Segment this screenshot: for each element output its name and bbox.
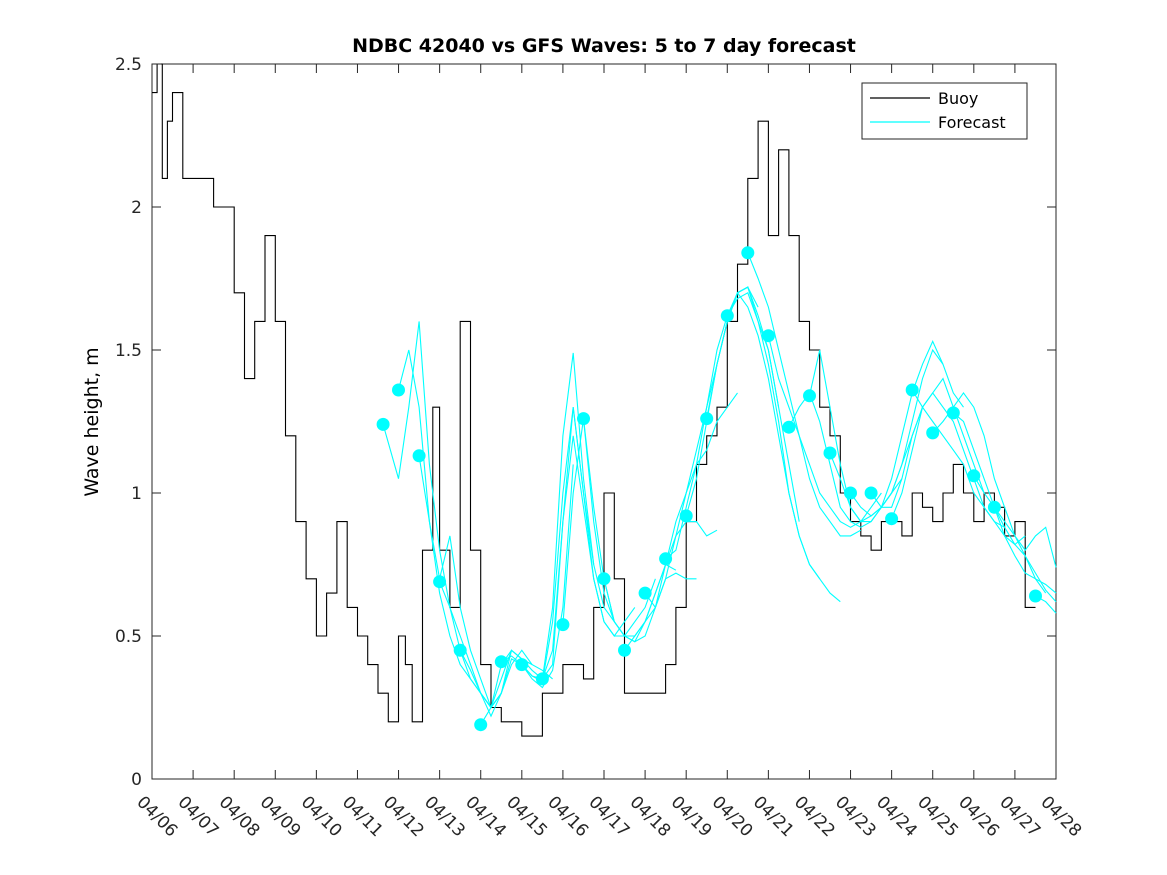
y-tick-label-0: 0	[131, 770, 142, 790]
y-tick-label-2: 1	[131, 484, 142, 504]
forecast-marker-1	[392, 383, 405, 397]
forecast-marker-18	[741, 246, 755, 260]
forecast-marker-14	[659, 552, 673, 566]
forecast-marker-0	[376, 417, 390, 431]
forecast-marker-15	[679, 509, 693, 523]
forecast-marker-2	[412, 449, 426, 463]
y-axis-ticks: 0 0.5 1 1.5 2 2.5	[115, 55, 1056, 790]
y-tick-label-5: 2.5	[115, 55, 142, 75]
forecast-marker-21	[803, 389, 816, 403]
forecast-run-line-22	[829, 348, 944, 523]
legend-buoy-label: Buoy	[938, 89, 978, 108]
forecast-run-line-29	[973, 475, 1057, 603]
legend: Buoy Forecast	[861, 82, 1028, 140]
forecast-marker-20	[782, 420, 796, 434]
y-axis-label: Wave height, m	[81, 347, 103, 496]
forecast-marker-17	[720, 309, 734, 323]
forecast-marker-19	[761, 329, 775, 343]
forecast-marker-29	[967, 469, 981, 483]
forecast-run-line-8	[541, 435, 656, 680]
forecast-run-line-12	[624, 392, 738, 651]
forecast-run-line-28	[952, 412, 1057, 594]
forecast-marker-25	[885, 512, 899, 526]
forecast-run-line-19	[767, 335, 882, 528]
forecast-marker-5	[474, 718, 488, 732]
forecast-marker-16	[700, 412, 714, 426]
forecast-markers	[376, 246, 1042, 732]
forecast-marker-3	[433, 575, 447, 589]
forecast-run-line-30	[993, 506, 1057, 568]
forecast-marker-4	[453, 643, 467, 657]
forecast-run-line-3	[439, 581, 553, 709]
forecast-marker-12	[618, 643, 631, 657]
forecast-run-line-17	[726, 286, 841, 603]
forecast-marker-8	[535, 672, 549, 686]
legend-forecast-label: Forecast	[938, 113, 1006, 132]
forecast-marker-28	[946, 406, 960, 420]
forecast-marker-22	[823, 446, 837, 460]
forecast-run-line-23	[850, 340, 964, 517]
forecast-marker-30	[987, 500, 1001, 514]
forecast-run-line-10	[582, 418, 697, 643]
forecast-run-line-21	[808, 349, 924, 523]
forecast-marker-27	[926, 426, 940, 440]
forecast-marker-10	[577, 412, 590, 426]
forecast-marker-7	[515, 658, 529, 672]
forecast-marker-26	[905, 383, 919, 397]
forecast-marker-13	[638, 586, 652, 600]
forecast-marker-31	[1029, 589, 1042, 603]
forecast-marker-9	[556, 618, 570, 632]
y-tick-label-4: 2	[131, 198, 142, 218]
forecast-marker-6	[494, 655, 508, 669]
forecast-marker-23	[844, 486, 857, 500]
legend-box	[861, 82, 1028, 140]
forecast-run-line-18	[747, 252, 862, 537]
forecast-marker-11	[597, 572, 611, 586]
forecast-marker-24	[864, 486, 878, 500]
axes-box	[151, 63, 1057, 780]
y-tick-label-3: 1.5	[115, 341, 142, 361]
y-tick-label-1: 0.5	[115, 627, 142, 647]
chart-title: NDBC 42040 vs GFS Waves: 5 to 7 day fore…	[352, 35, 856, 57]
plot-area: 00.511.522.5 04/0604/0704/0804/0904/1004…	[115, 55, 1085, 841]
